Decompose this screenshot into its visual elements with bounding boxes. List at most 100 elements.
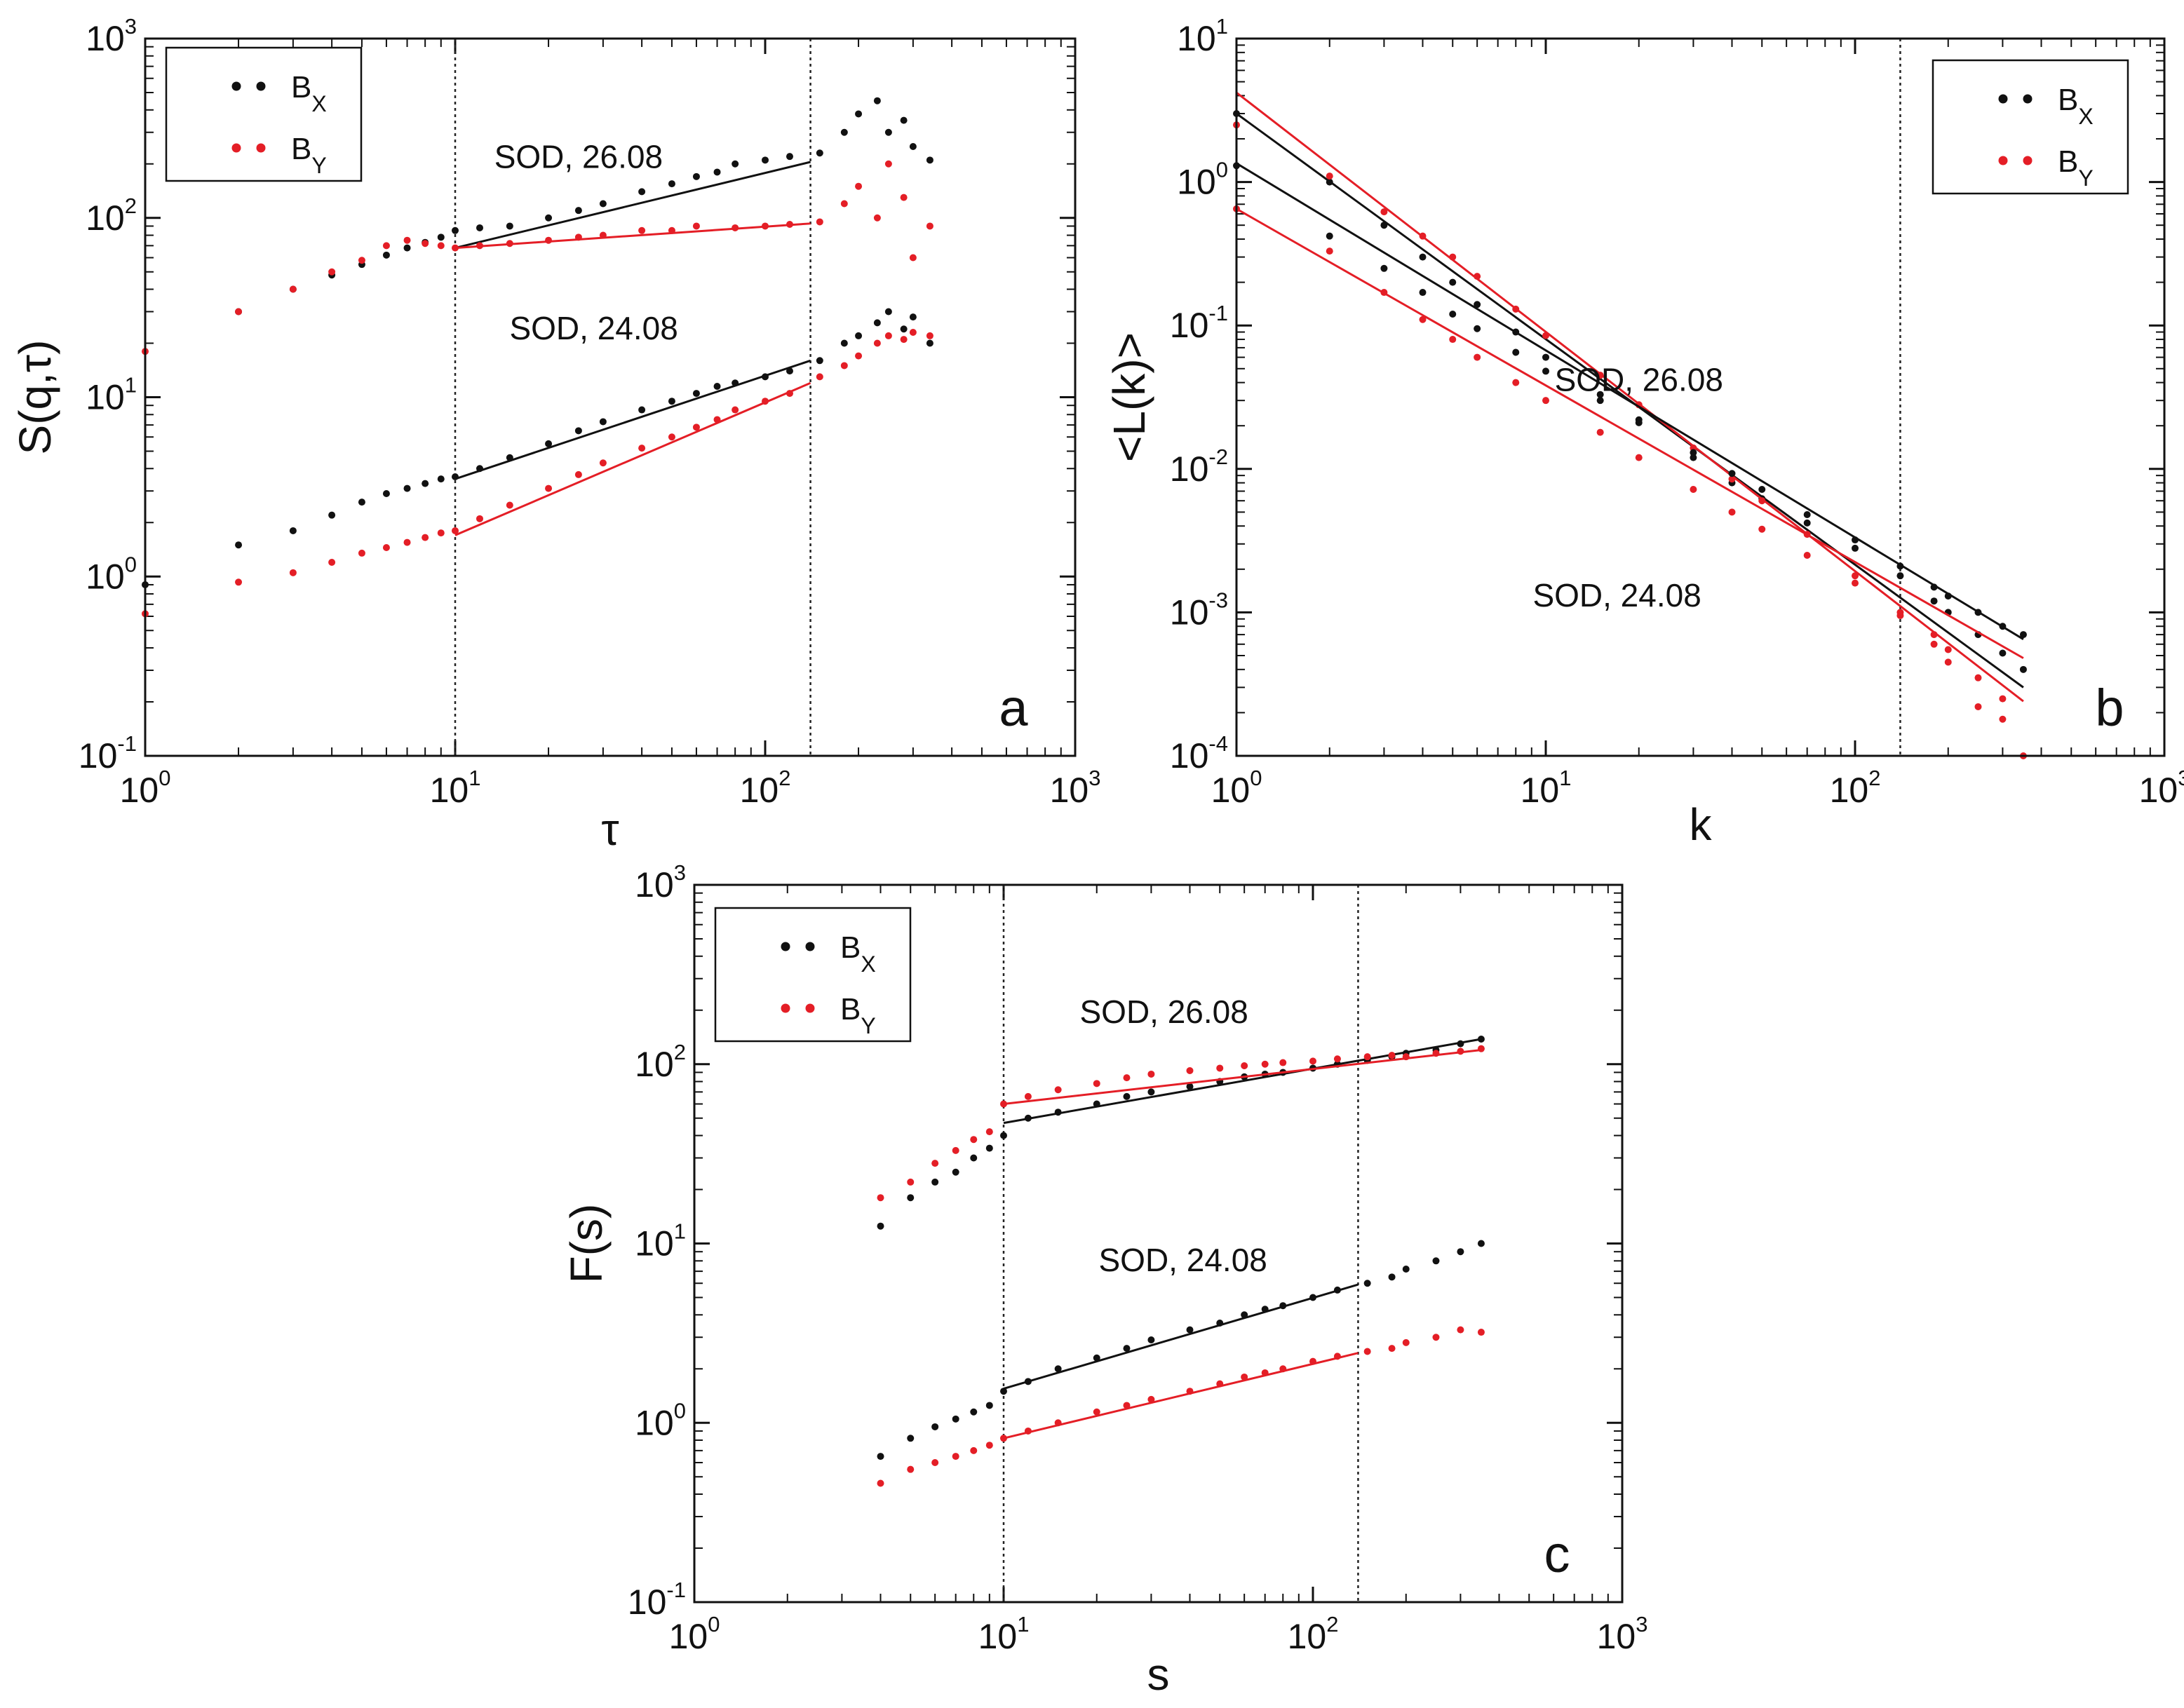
x-tick-label-base: 10 xyxy=(1050,771,1089,810)
y-tick-label: 102 xyxy=(86,194,137,238)
data-point xyxy=(1123,1345,1131,1353)
x-tick-label-exponent: 3 xyxy=(2178,766,2184,790)
data-point xyxy=(1477,1329,1485,1336)
y-tick-label: 101 xyxy=(635,1219,686,1263)
data-point xyxy=(1803,551,1811,559)
x-tick-label-base: 10 xyxy=(978,1617,1018,1656)
data-point xyxy=(1690,449,1697,456)
legend-label-subscript: X xyxy=(861,951,875,977)
y-tick-label-base: 10 xyxy=(635,1224,674,1263)
data-point xyxy=(574,470,582,478)
data-point xyxy=(1000,1132,1007,1139)
data-point xyxy=(786,153,793,161)
data-point xyxy=(403,538,411,546)
y-tick-label-exponent: 1 xyxy=(125,373,137,398)
data-point xyxy=(931,1160,939,1167)
data-point xyxy=(985,1144,993,1152)
data-point xyxy=(1758,525,1766,533)
y-tick-label: 103 xyxy=(86,14,137,58)
data-point xyxy=(1147,1070,1155,1078)
data-point xyxy=(452,226,459,234)
data-point xyxy=(900,325,908,333)
legend-label: BX xyxy=(840,930,876,977)
legend-label: BX xyxy=(291,70,327,116)
data-point xyxy=(1944,646,1952,653)
x-axis-label: k xyxy=(1690,799,1713,850)
data-point xyxy=(1974,703,1982,710)
y-tick-label-base: 10 xyxy=(1170,592,1209,632)
y-tick-label-base: 10 xyxy=(86,378,125,417)
x-axis-label: s xyxy=(1147,1649,1170,1700)
fit-line xyxy=(1236,162,2024,640)
data-point xyxy=(1241,1062,1248,1069)
data-point xyxy=(873,339,881,347)
data-point xyxy=(1000,1388,1007,1395)
data-point xyxy=(437,475,445,483)
y-tick-label: 10-3 xyxy=(1170,588,1228,632)
data-point xyxy=(638,406,646,414)
data-point xyxy=(1054,1365,1062,1373)
data-point xyxy=(1852,544,1859,552)
data-point xyxy=(1944,658,1952,666)
data-point xyxy=(289,527,297,534)
data-point xyxy=(931,1423,939,1430)
series-group xyxy=(1233,91,2024,703)
legend-marker xyxy=(1998,94,2008,104)
x-tick-label-base: 10 xyxy=(430,771,469,810)
data-point xyxy=(907,1435,915,1442)
data-point xyxy=(985,1402,993,1409)
data-point xyxy=(1093,1354,1100,1362)
legend-box xyxy=(1932,59,2129,195)
data-point xyxy=(786,367,793,375)
legend-label-base: B xyxy=(2058,83,2078,117)
data-point xyxy=(422,534,429,541)
data-point xyxy=(1512,379,1520,386)
data-point xyxy=(1388,1345,1396,1353)
data-point xyxy=(545,214,553,222)
data-point xyxy=(668,180,675,188)
y-axis-label: S(q,τ) xyxy=(10,340,60,455)
fit-line xyxy=(1003,1283,1359,1390)
data-point xyxy=(909,313,917,321)
data-point xyxy=(900,194,908,201)
series-group xyxy=(142,328,933,618)
x-tick-label-base: 10 xyxy=(669,1617,708,1656)
x-tick-label-exponent: 2 xyxy=(1868,766,1880,790)
data-point xyxy=(877,1222,884,1230)
series-group xyxy=(142,160,933,355)
data-point xyxy=(403,484,411,492)
x-tick-label-base: 10 xyxy=(1521,771,1560,810)
data-point xyxy=(873,97,881,104)
panel-letter: a xyxy=(999,679,1028,737)
y-tick-label-base: 10 xyxy=(1170,736,1209,775)
legend-box xyxy=(714,907,912,1043)
data-point xyxy=(1363,1348,1371,1355)
data-point xyxy=(1542,367,1549,375)
y-tick-label-exponent: 2 xyxy=(674,1040,686,1064)
y-tick-label-base: 10 xyxy=(1177,19,1216,58)
y-tick-label-base: 10 xyxy=(1177,163,1216,202)
y-tick-label: 10-1 xyxy=(79,731,137,775)
data-point xyxy=(816,357,823,365)
legend-marker xyxy=(781,1003,790,1013)
data-point xyxy=(907,1465,915,1473)
data-point xyxy=(909,254,917,262)
data-point xyxy=(900,336,908,344)
data-point xyxy=(692,390,700,398)
data-point xyxy=(1261,1060,1269,1068)
series-annotation: SOD, 26.08 xyxy=(1555,361,1723,398)
data-point xyxy=(692,172,700,180)
y-tick-label: 103 xyxy=(635,860,686,904)
x-tick-label: 101 xyxy=(1521,766,1572,810)
data-point xyxy=(1635,419,1643,426)
data-point xyxy=(422,480,429,487)
data-point xyxy=(970,1446,978,1454)
data-point xyxy=(328,511,336,519)
x-tick-label-exponent: 0 xyxy=(1250,766,1262,790)
data-point xyxy=(1093,1080,1100,1087)
data-point xyxy=(668,433,675,441)
data-point xyxy=(1093,1408,1100,1416)
